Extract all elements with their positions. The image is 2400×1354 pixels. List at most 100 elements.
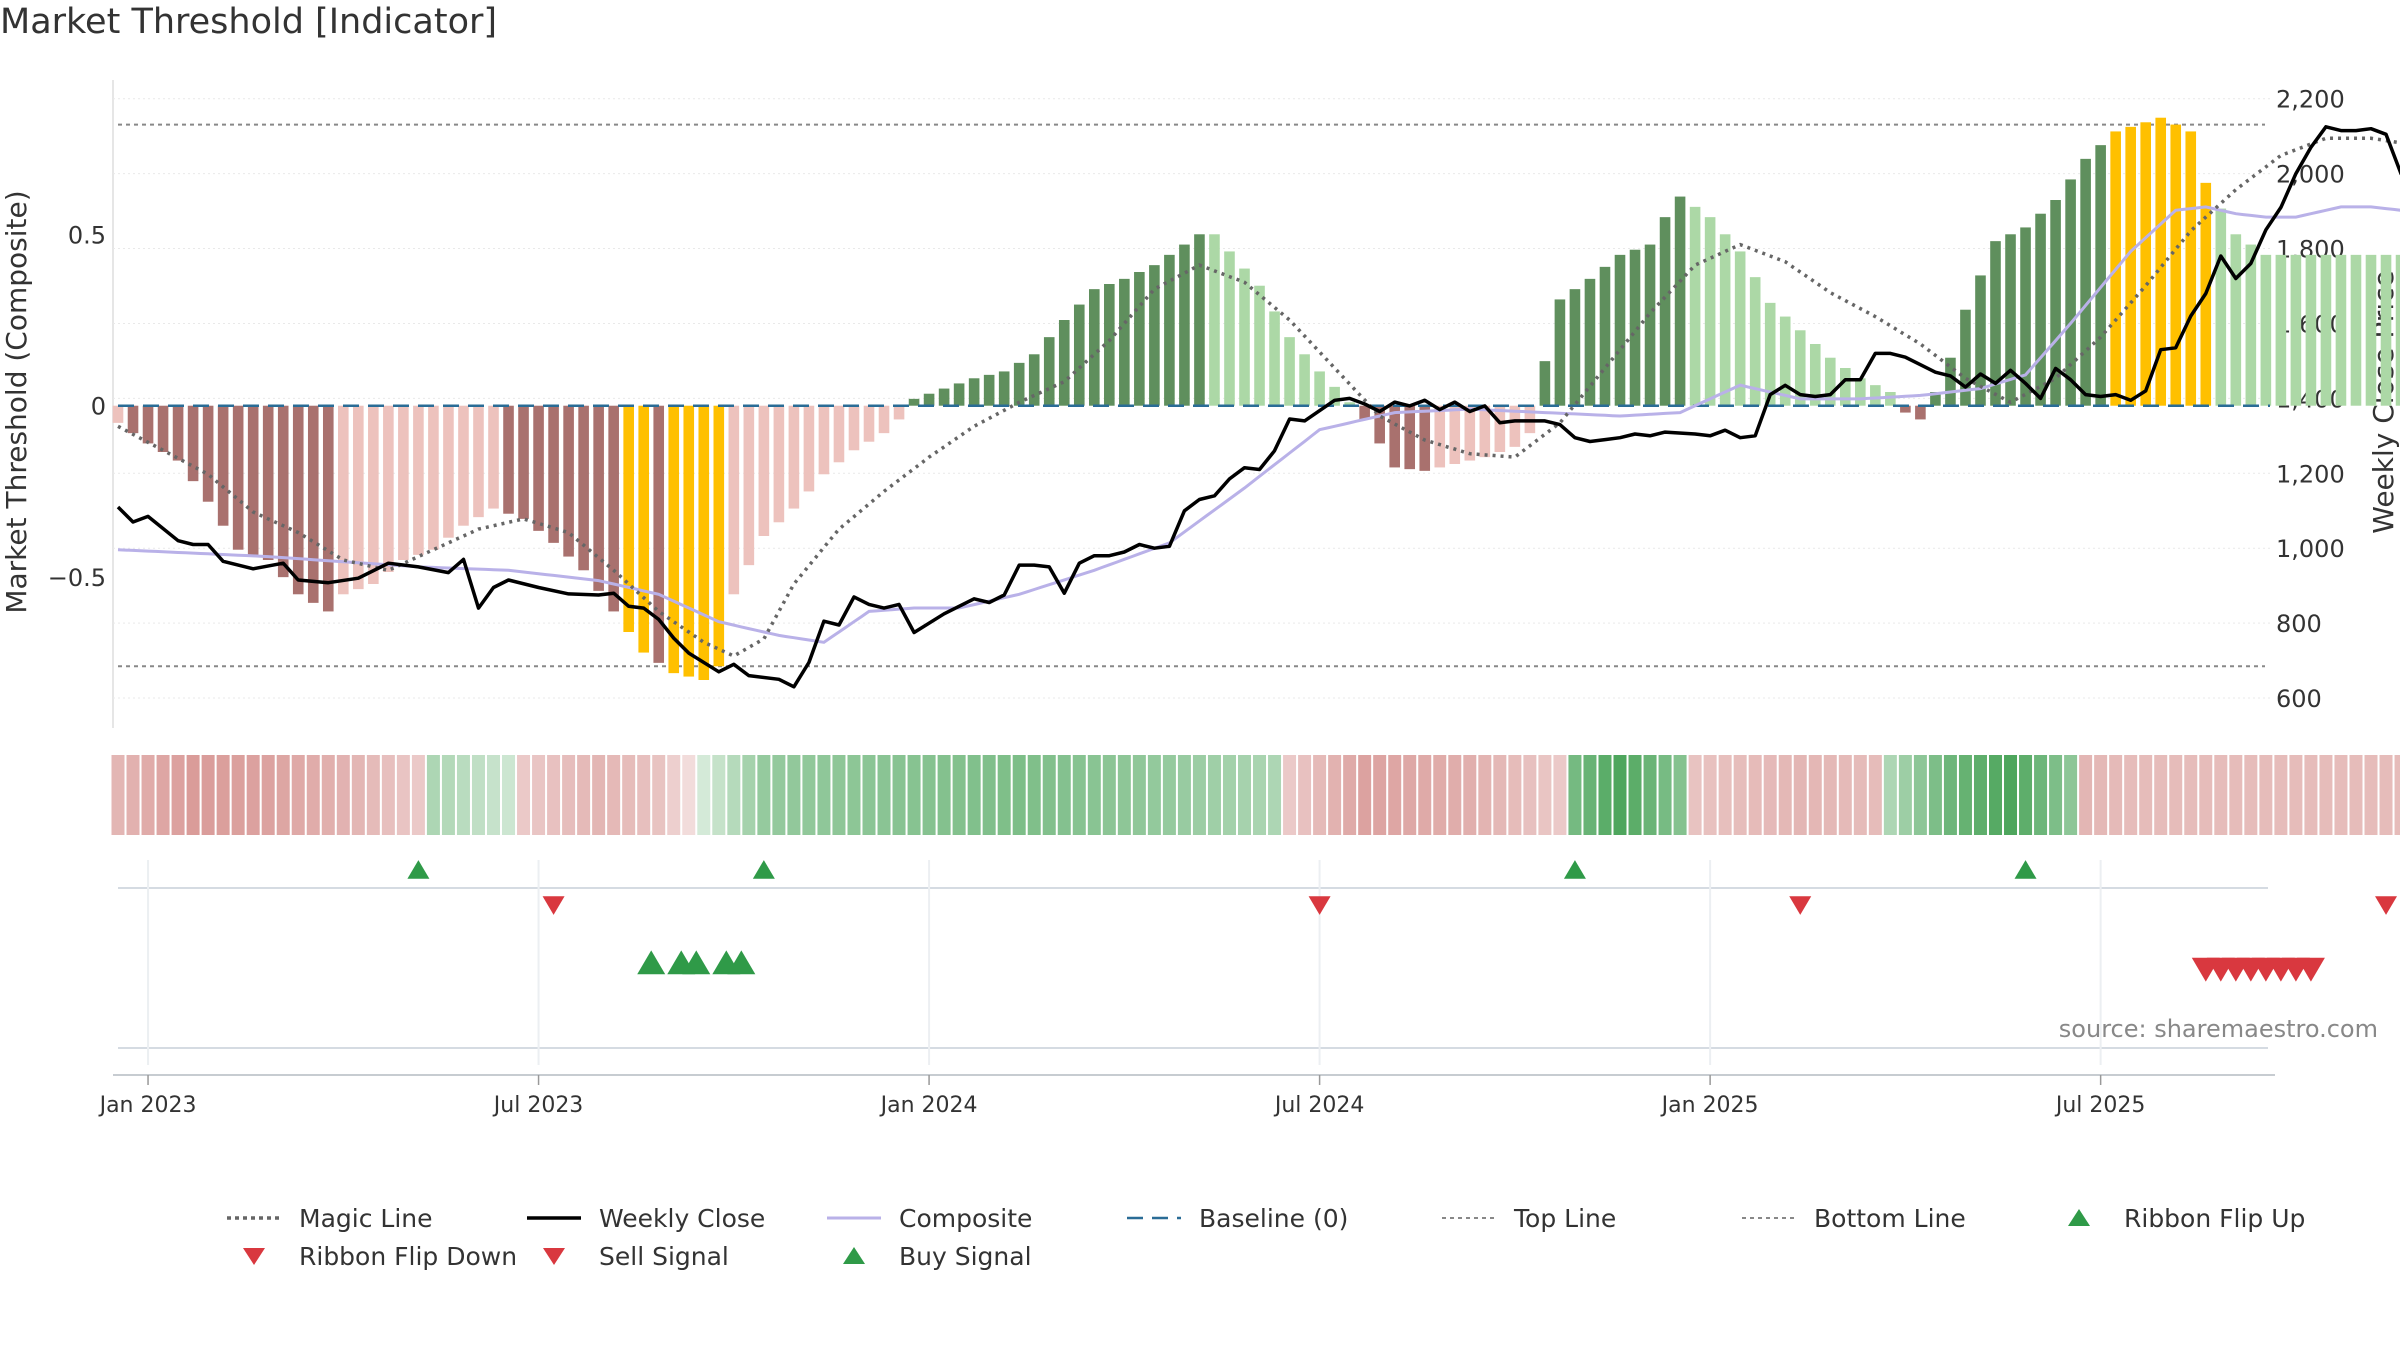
ribbon-cell: [2304, 755, 2317, 835]
ribbon-cell: [1719, 755, 1732, 835]
histogram-bars: [113, 118, 2400, 680]
histogram-bar: [1870, 385, 1881, 406]
ribbon-cell: [1854, 755, 1867, 835]
histogram-bar: [1074, 305, 1085, 406]
histogram-bar: [1269, 311, 1280, 405]
ribbon-cell: [622, 755, 635, 835]
histogram-bar: [1585, 279, 1596, 406]
ribbon-cell: [863, 755, 876, 835]
ribbon-cell: [487, 755, 500, 835]
y2-tick-label-7: 800: [2276, 610, 2322, 638]
ribbon-cell: [502, 755, 515, 835]
ribbon-cell: [547, 755, 560, 835]
ribbon-cell: [1959, 755, 1972, 835]
histogram-bar: [2216, 209, 2227, 406]
ribbon-cell: [262, 755, 275, 835]
ribbon-cell: [382, 755, 395, 835]
ribbon-cell: [1418, 755, 1431, 835]
histogram-bar: [173, 406, 184, 461]
ribbon-cell: [352, 755, 365, 835]
ribbon-cell: [1944, 755, 1957, 835]
ribbon-cell: [367, 755, 380, 835]
ribbon-cell: [1523, 755, 1536, 835]
histogram-bar: [1645, 245, 1656, 406]
histogram-bar: [1299, 354, 1310, 405]
ribbon-cell: [292, 755, 305, 835]
ribbon-cell: [968, 755, 981, 835]
histogram-bar: [533, 406, 544, 531]
ribbon-cell: [1373, 755, 1386, 835]
ribbon-cell: [1283, 755, 1296, 835]
ribbon-cell: [337, 755, 350, 835]
ribbon-cell: [1779, 755, 1792, 835]
histogram-bar: [263, 406, 274, 560]
histogram-bar: [338, 406, 349, 595]
histogram-bar: [2080, 159, 2091, 406]
ribbon-cell: [2124, 755, 2137, 835]
ribbon-cell: [2034, 755, 2047, 835]
histogram-bar: [398, 406, 409, 560]
histogram-bar: [2170, 125, 2181, 406]
ribbon-cell: [667, 755, 680, 835]
legend-swatch: [1740, 1206, 1798, 1230]
ribbon-cell: [517, 755, 530, 835]
histogram-bar: [804, 406, 815, 492]
ribbon-cell: [652, 755, 665, 835]
ribbon-cell: [2274, 755, 2287, 835]
ribbon-cell: [2259, 755, 2272, 835]
histogram-bar: [864, 406, 875, 442]
ribbon-cell: [1704, 755, 1717, 835]
legend-item-buy: Buy Signal: [825, 1238, 1032, 1274]
ribbon-cell: [1028, 755, 1041, 835]
legend-label: Magic Line: [299, 1204, 433, 1233]
ribbon-cell: [1674, 755, 1687, 835]
ribbon-cell: [1493, 755, 1506, 835]
ribbon-cell: [953, 755, 966, 835]
legend-swatch: [225, 1206, 283, 1230]
histogram-bar: [1209, 234, 1220, 405]
histogram-bar: [623, 406, 634, 632]
legend-swatch: [2050, 1206, 2108, 1230]
histogram-bar: [834, 406, 845, 463]
histogram-bar: [1449, 406, 1460, 464]
histogram-bar: [819, 406, 830, 475]
ribbon-cell: [1253, 755, 1266, 835]
ribbon-cell: [1163, 755, 1176, 835]
histogram-bar: [1600, 267, 1611, 406]
ribbon-cell: [1884, 755, 1897, 835]
histogram-bar: [143, 406, 154, 444]
histogram-bar: [548, 406, 559, 543]
histogram-bar: [1284, 337, 1295, 406]
legend-label: Sell Signal: [599, 1242, 729, 1271]
x-tick-label-5: Jul 2025: [2054, 1093, 2146, 1118]
histogram-bar: [1434, 406, 1445, 468]
histogram-bar: [1029, 354, 1040, 405]
histogram-bar: [1134, 272, 1145, 406]
histogram-bar: [2351, 255, 2362, 406]
ribbon-cell: [1013, 755, 1026, 835]
histogram-bar: [518, 406, 529, 519]
histogram-bar: [1194, 234, 1205, 405]
histogram-bar: [113, 406, 124, 423]
ribbon-cell: [142, 755, 155, 835]
ribbon-cell: [2184, 755, 2197, 835]
ribbon-cell: [878, 755, 891, 835]
histogram-bar: [1555, 299, 1566, 405]
legend-swatch: [1440, 1206, 1498, 1230]
ribbon-cell: [983, 755, 996, 835]
ribbon-cell: [1448, 755, 1461, 835]
ribbon-cell: [2049, 755, 2062, 835]
ribbon-cell: [1644, 755, 1657, 835]
ribbon-cell: [712, 755, 725, 835]
ribbon-cell: [1824, 755, 1837, 835]
histogram-bar: [2276, 255, 2287, 406]
histogram-bar: [1089, 289, 1100, 406]
ribbon-cell: [232, 755, 245, 835]
histogram-bar: [2396, 255, 2400, 406]
ribbon-cell: [697, 755, 710, 835]
ribbon-cell: [1598, 755, 1611, 835]
histogram-bar: [2095, 145, 2106, 406]
ribbon-cell: [247, 755, 260, 835]
